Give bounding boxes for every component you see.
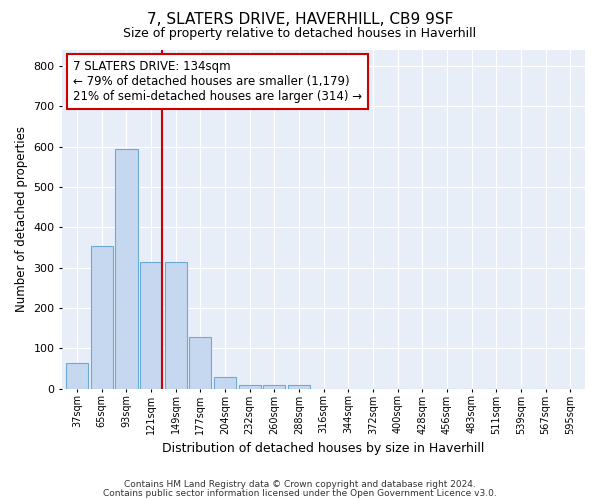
Bar <box>115 149 137 388</box>
Bar <box>91 246 113 388</box>
Text: 7, SLATERS DRIVE, HAVERHILL, CB9 9SF: 7, SLATERS DRIVE, HAVERHILL, CB9 9SF <box>147 12 453 28</box>
Bar <box>164 262 187 388</box>
Bar <box>66 362 88 388</box>
Bar <box>140 262 162 388</box>
Y-axis label: Number of detached properties: Number of detached properties <box>15 126 28 312</box>
Text: Contains HM Land Registry data © Crown copyright and database right 2024.: Contains HM Land Registry data © Crown c… <box>124 480 476 489</box>
Bar <box>239 384 261 388</box>
X-axis label: Distribution of detached houses by size in Haverhill: Distribution of detached houses by size … <box>163 442 485 455</box>
Bar <box>263 384 286 388</box>
Text: Contains public sector information licensed under the Open Government Licence v3: Contains public sector information licen… <box>103 488 497 498</box>
Text: Size of property relative to detached houses in Haverhill: Size of property relative to detached ho… <box>124 28 476 40</box>
Bar <box>214 378 236 388</box>
Text: 7 SLATERS DRIVE: 134sqm
← 79% of detached houses are smaller (1,179)
21% of semi: 7 SLATERS DRIVE: 134sqm ← 79% of detache… <box>73 60 362 103</box>
Bar <box>189 337 211 388</box>
Bar <box>288 384 310 388</box>
